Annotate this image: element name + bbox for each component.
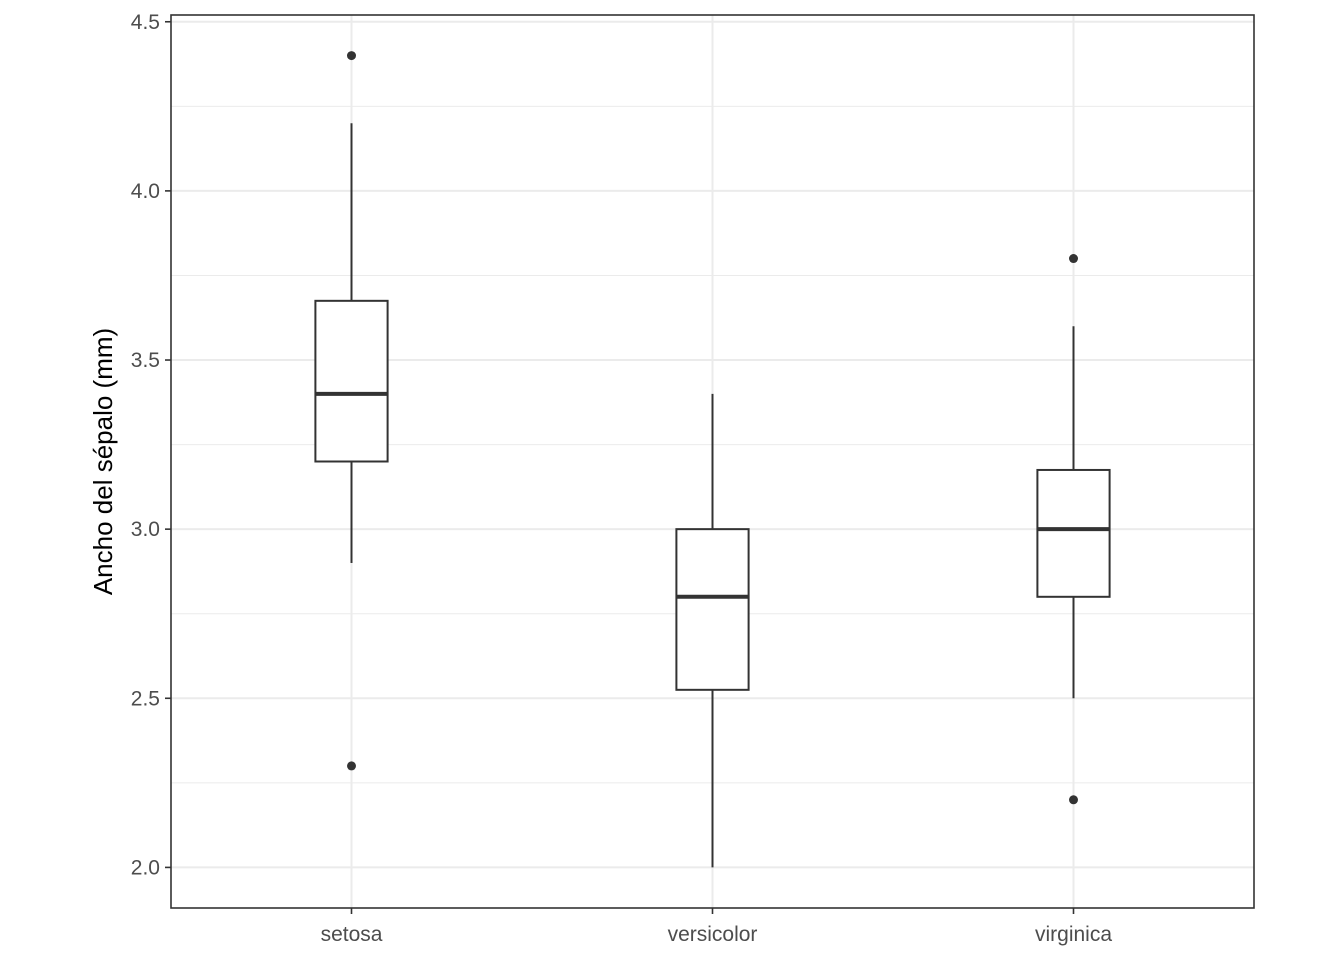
- y-tick-label: 3.5: [131, 349, 160, 372]
- y-axis-title: Ancho del sépalo (mm): [88, 328, 118, 595]
- outlier-point: [347, 761, 356, 771]
- x-tick-label: setosa: [321, 923, 383, 946]
- box-iqr: [1036, 468, 1111, 598]
- box-versicolor: [675, 393, 750, 868]
- y-tick-label: 2.0: [131, 856, 160, 879]
- box-iqr: [314, 299, 389, 463]
- y-tick-label: 4.0: [131, 180, 160, 203]
- box-iqr: [675, 528, 750, 691]
- boxes: [314, 51, 1111, 868]
- box-virginica: [1036, 254, 1111, 805]
- box-setosa: [314, 51, 389, 771]
- y-tick-label: 2.5: [131, 687, 160, 710]
- x-tick-label: versicolor: [668, 923, 758, 946]
- y-tick-label: 4.5: [131, 11, 160, 34]
- outlier-point: [1069, 254, 1078, 264]
- outlier-point: [347, 51, 356, 61]
- x-tick-label: virginica: [1035, 923, 1112, 946]
- outlier-point: [1069, 795, 1078, 805]
- y-tick-label: 3.0: [131, 518, 160, 541]
- y-axis: 2.0 2.5 3.0 3.5 4.0 4.5: [131, 11, 171, 879]
- x-axis: setosa versicolor virginica: [321, 908, 1112, 946]
